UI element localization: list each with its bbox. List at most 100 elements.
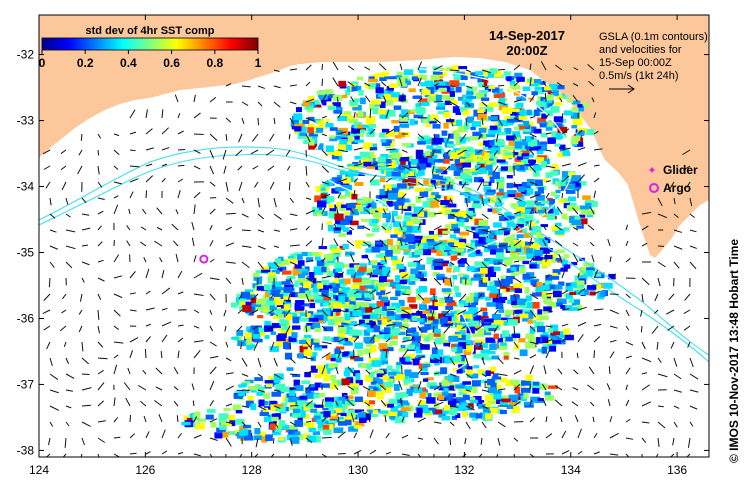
sst-cell xyxy=(443,111,451,118)
sst-cell xyxy=(386,171,395,177)
velocity-arrow xyxy=(588,80,595,87)
legend-argo-label: Argo xyxy=(663,181,691,195)
sst-cell xyxy=(469,320,480,327)
sst-cell xyxy=(361,254,369,259)
sst-cell xyxy=(565,282,576,288)
sst-cell xyxy=(375,383,382,389)
sst-cell xyxy=(314,373,322,379)
velocity-arrow xyxy=(369,271,372,279)
sst-cell xyxy=(481,321,490,327)
sst-cell xyxy=(381,356,387,363)
sst-cell xyxy=(487,208,494,212)
sst-cell xyxy=(446,119,455,123)
velocity-arrow xyxy=(347,81,355,87)
sst-cell xyxy=(448,133,454,139)
velocity-arrow xyxy=(654,293,659,302)
velocity-arrow xyxy=(81,197,87,204)
sst-cell xyxy=(502,155,509,160)
sst-cell xyxy=(384,89,394,95)
velocity-arrow xyxy=(687,341,691,348)
gsla-contour xyxy=(299,65,574,371)
sst-cell xyxy=(383,381,394,388)
sst-cell xyxy=(365,248,372,253)
sst-cell xyxy=(232,404,242,411)
sst-cell xyxy=(430,354,440,360)
sst-cell xyxy=(432,149,442,154)
sst-cell xyxy=(313,338,320,343)
sst-cell xyxy=(334,261,344,269)
sst-cell xyxy=(526,143,532,151)
velocity-arrow xyxy=(65,229,76,233)
sst-cell xyxy=(500,166,508,171)
velocity-arrow xyxy=(347,65,355,71)
sst-cell xyxy=(396,196,405,204)
velocity-arrow xyxy=(177,291,184,295)
sst-cell xyxy=(365,115,376,123)
sst-cell xyxy=(540,132,548,138)
velocity-arrow xyxy=(657,437,660,447)
sst-cell xyxy=(499,282,508,289)
sst-cell xyxy=(479,267,488,274)
sst-cell xyxy=(332,102,341,109)
sst-cell xyxy=(356,76,363,81)
velocity-arrow xyxy=(350,412,355,423)
velocity-arrow xyxy=(444,165,451,172)
sst-cell xyxy=(303,405,311,410)
sst-cell xyxy=(343,264,353,268)
sst-cell xyxy=(546,342,554,348)
velocity-arrow xyxy=(449,101,458,107)
sst-cell xyxy=(263,325,274,332)
sst-cell xyxy=(415,173,422,177)
velocity-arrow xyxy=(268,325,275,331)
sst-cell xyxy=(469,386,478,394)
velocity-arrow xyxy=(321,436,332,439)
velocity-arrow xyxy=(321,181,330,185)
sst-cell xyxy=(560,198,570,204)
sst-cell xyxy=(269,346,279,352)
sst-cell xyxy=(389,340,398,346)
sst-cell xyxy=(371,99,382,105)
sst-cell xyxy=(531,91,538,96)
velocity-arrow xyxy=(497,101,507,106)
velocity-arrow xyxy=(161,109,164,119)
sst-cell xyxy=(298,408,305,413)
sst-cell xyxy=(427,318,433,326)
sst-cell xyxy=(531,301,540,309)
sst-cell xyxy=(564,110,574,116)
velocity-arrow xyxy=(593,432,598,439)
y-tick-label: -37 xyxy=(17,377,35,391)
sst-cell xyxy=(310,393,320,399)
sst-cell xyxy=(524,242,532,248)
sst-cell xyxy=(290,292,296,298)
velocity-arrow xyxy=(289,421,296,426)
sst-cell xyxy=(510,379,520,386)
sst-cell xyxy=(271,270,280,274)
sst-cell xyxy=(309,387,319,391)
sst-cell xyxy=(354,85,362,92)
sst-cell xyxy=(244,289,254,294)
velocity-arrow xyxy=(129,131,137,135)
sst-cell xyxy=(469,397,476,401)
sst-cell xyxy=(394,227,403,235)
sst-cell xyxy=(240,291,251,299)
sst-cell xyxy=(445,224,451,230)
sst-cell xyxy=(392,152,401,159)
sst-cell xyxy=(352,310,363,317)
velocity-arrow xyxy=(81,387,92,391)
velocity-arrow xyxy=(113,417,119,423)
sst-cell xyxy=(363,329,370,336)
sst-cell xyxy=(265,434,273,441)
sst-cell xyxy=(301,266,310,272)
sst-cell xyxy=(555,257,562,262)
sst-cell xyxy=(400,271,410,279)
sst-cell xyxy=(535,231,542,236)
sst-cell xyxy=(379,245,389,251)
sst-cell xyxy=(284,352,293,360)
sst-cell xyxy=(256,331,266,337)
sst-cell xyxy=(395,215,402,220)
sst-cell xyxy=(379,109,387,116)
velocity-arrow xyxy=(608,366,611,375)
velocity-arrow xyxy=(353,111,356,119)
velocity-arrow xyxy=(529,220,532,231)
sst-cell xyxy=(379,114,388,119)
